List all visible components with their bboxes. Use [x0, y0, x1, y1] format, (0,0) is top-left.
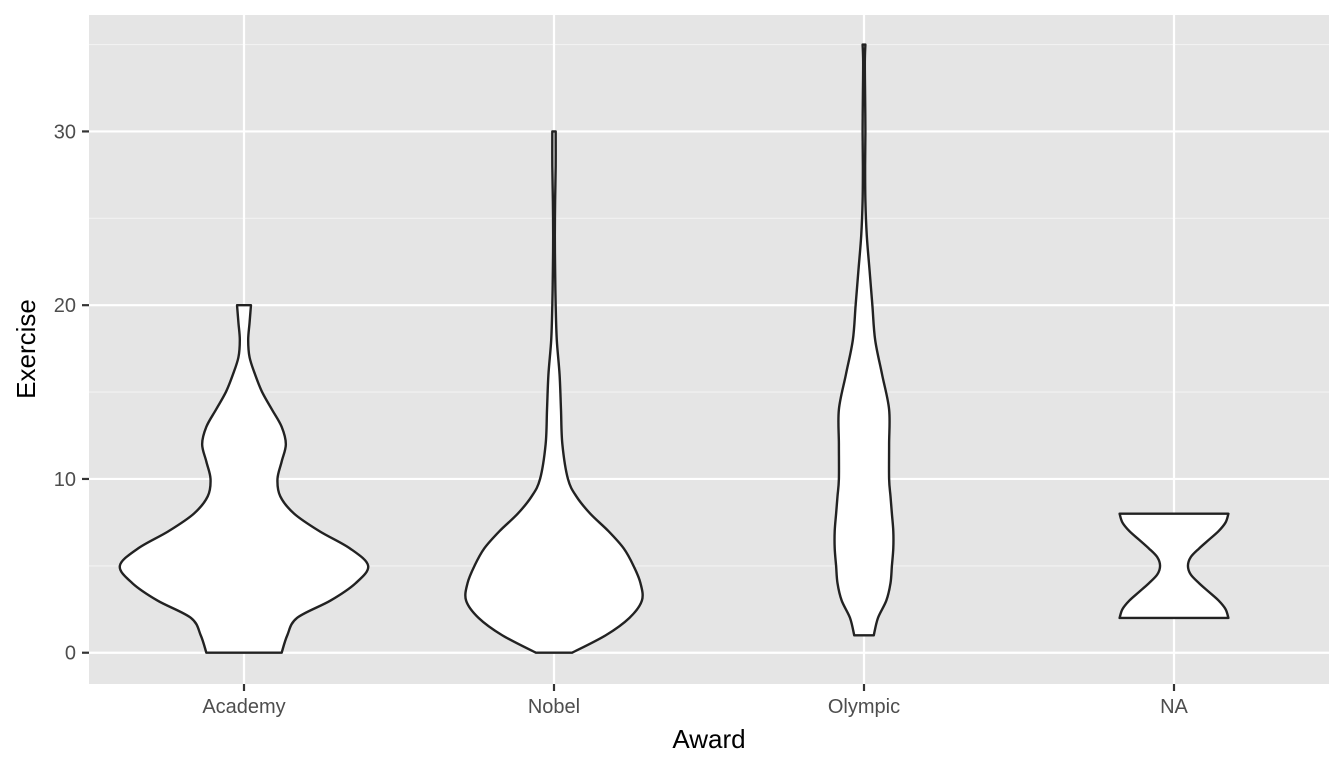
- y-tick-label: 30: [54, 121, 76, 143]
- x-tick-label-academy: Academy: [202, 696, 285, 718]
- violin-nobel: [464, 130, 644, 654]
- x-tick-label-na: NA: [1160, 696, 1188, 718]
- x-tick-label-olympic: Olympic: [828, 696, 900, 718]
- violins: [118, 43, 1230, 654]
- violin-olympic: [833, 43, 895, 637]
- x-axis-title: Award: [672, 724, 745, 754]
- y-tick-label: 0: [65, 643, 76, 665]
- y-axis: 0 10 20 30: [54, 121, 89, 665]
- y-tick-label: 20: [54, 295, 76, 317]
- violin-academy: [118, 303, 370, 654]
- x-tick-label-nobel: Nobel: [528, 696, 580, 718]
- x-axis: Academy Nobel Olympic NA: [202, 684, 1189, 718]
- y-axis-title: Exercise: [11, 299, 41, 399]
- violin-na: [1118, 512, 1230, 620]
- y-tick-label: 10: [54, 469, 76, 491]
